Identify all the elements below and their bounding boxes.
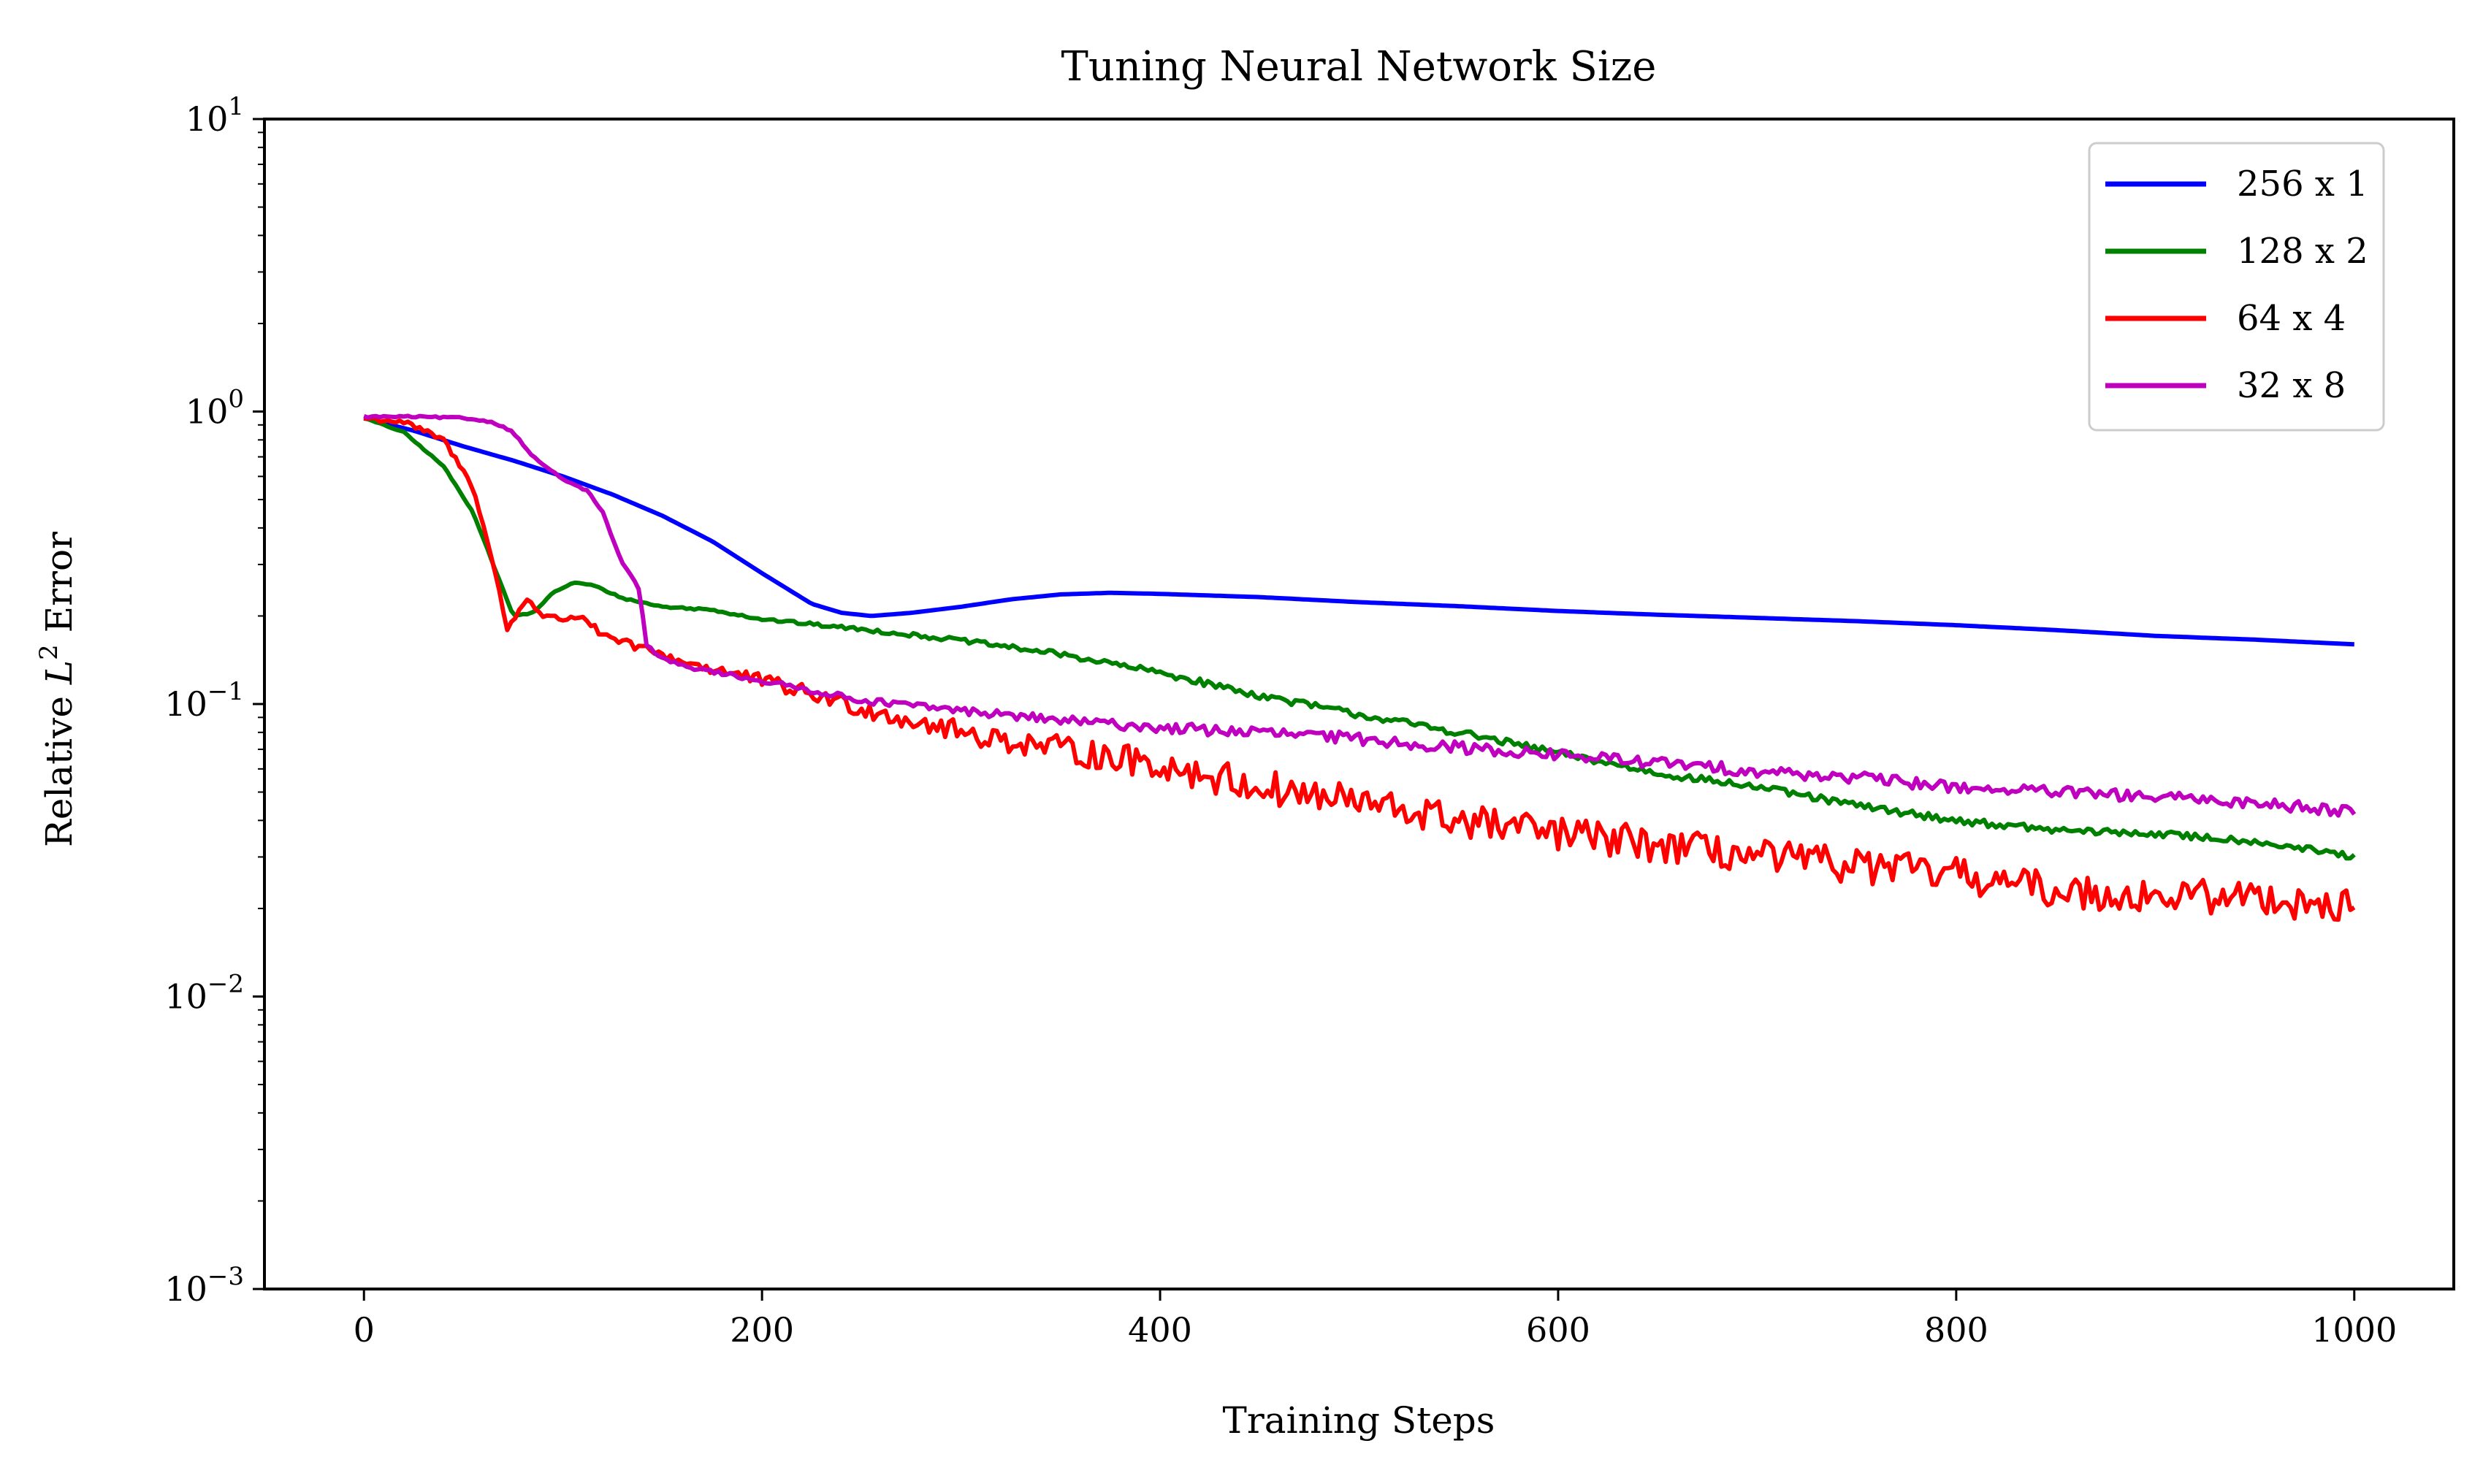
series-line	[363, 416, 2356, 922]
y-axis-label-variable: L	[38, 660, 80, 685]
y-tick-label: 10−2	[164, 970, 244, 1017]
chart-title: Tuning Neural Network Size	[1061, 43, 1657, 91]
x-tick-label: 0	[354, 1310, 375, 1350]
plot-frame	[263, 118, 2455, 1290]
y-tick-label: 100	[186, 385, 244, 432]
series-layer	[363, 413, 2357, 922]
y-axis-label-superscript: 2	[34, 644, 64, 660]
y-tick-label: 10−3	[164, 1262, 244, 1309]
y-axis-label-suffix: Error	[38, 532, 80, 644]
legend-frame	[2088, 142, 2385, 432]
series-line	[363, 416, 2354, 647]
x-tick-label: 600	[1526, 1310, 1590, 1350]
legend: 256 x 1 128 x 2 64 x 4 32 x 8	[2088, 142, 2385, 432]
legend-label: 128 x 2	[2237, 231, 2368, 272]
x-tick-label: 200	[730, 1310, 794, 1350]
series-line	[363, 416, 2356, 861]
x-axis-label: Training Steps	[1223, 1399, 1495, 1442]
x-tick-label: 800	[1924, 1310, 1988, 1350]
y-axis-label: Relative L2 Error	[34, 532, 80, 847]
y-tick-label: 10−1	[164, 677, 244, 724]
x-tick-label: 400	[1128, 1310, 1192, 1350]
ticks-layer: 0 200 400 600 800 1000 10−3 10−2 10−1 100 101	[164, 92, 2397, 1350]
legend-label: 256 x 1	[2237, 164, 2368, 204]
x-tick-label: 1000	[2311, 1310, 2397, 1350]
y-tick-label: 101	[186, 92, 244, 139]
legend-label: 64 x 4	[2237, 298, 2346, 339]
y-axis-label-prefix: Relative	[38, 684, 80, 847]
series-line	[363, 413, 2357, 818]
legend-label: 32 x 8	[2237, 365, 2346, 406]
